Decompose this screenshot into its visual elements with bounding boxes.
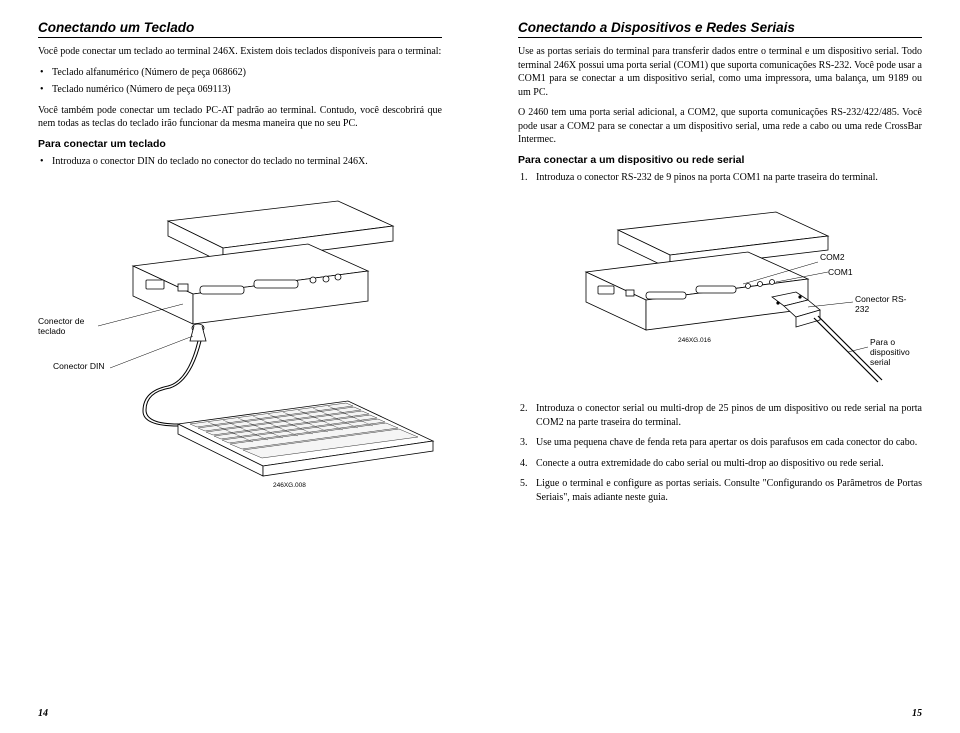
figure-label-rs232: Conector RS-232 [855,294,915,314]
paragraph: O 2460 tem uma porta serial adicional, a… [518,106,922,147]
list-item: 5.Ligue o terminal e configure as portas… [518,477,922,504]
figure-label-com2: COM2 [820,252,845,262]
list-text: Conecte a outra extremidade do cabo seri… [536,458,884,469]
list-text: Introduza o conector serial ou multi-dro… [536,403,922,428]
figure-label-teclado-connector: Conector de teclado [38,316,98,336]
section-title-serial: Conectando a Dispositivos e Redes Seriai… [518,20,922,38]
numbered-list: 2.Introduza o conector serial ou multi-d… [518,402,922,504]
sub-heading: Para conectar a um dispositivo ou rede s… [518,154,922,166]
serial-figure: COM2 COM1 Conector RS-232 Para o disposi… [518,202,922,402]
list-item: 1.Introduza o conector RS-232 de 9 pinos… [518,171,922,185]
numbered-list: 1.Introduza o conector RS-232 de 9 pinos… [518,171,922,185]
sub-heading: Para conectar um teclado [38,138,442,150]
paragraph: Você também pode conectar um teclado PC-… [38,104,442,131]
list-text: Introduza o conector RS-232 de 9 pinos n… [536,172,878,183]
keyboard-illustration [38,186,438,506]
page-spread: Conectando um Teclado Você pode conectar… [0,0,960,733]
list-item: 2.Introduza o conector serial ou multi-d… [518,402,922,429]
paragraph: Use as portas seriais do terminal para t… [518,45,922,99]
figure-label-com1: COM1 [828,267,853,277]
list-text: Use uma pequena chave de fenda reta para… [536,437,917,448]
section-title-keyboard: Conectando um Teclado [38,20,442,38]
left-page: Conectando um Teclado Você pode conectar… [0,0,480,733]
page-number: 14 [38,708,48,719]
figure-code: 246XG.008 [273,482,306,489]
figure-label-din-connector: Conector DIN [53,361,113,371]
list-item: 3.Use uma pequena chave de fenda reta pa… [518,436,922,450]
keyboard-figure: Conector de teclado Conector DIN 246XG.0… [38,186,442,506]
list-item: Teclado alfanumérico (Número de peça 068… [38,66,442,80]
figure-code: 246XG.016 [678,337,711,344]
bullet-list: Teclado alfanumérico (Número de peça 068… [38,66,442,97]
right-page: Conectando a Dispositivos e Redes Seriai… [480,0,960,733]
list-item: Introduza o conector DIN do teclado no c… [38,155,442,169]
paragraph: Você pode conectar um teclado ao termina… [38,45,442,59]
list-item: 4.Conecte a outra extremidade do cabo se… [518,457,922,471]
page-number: 15 [912,708,922,719]
list-item: Teclado numérico (Número de peça 069113) [38,83,442,97]
bullet-list: Introduza o conector DIN do teclado no c… [38,155,442,169]
list-text: Ligue o terminal e configure as portas s… [536,478,922,503]
figure-label-device: Para o dispositivo serial [870,337,930,367]
